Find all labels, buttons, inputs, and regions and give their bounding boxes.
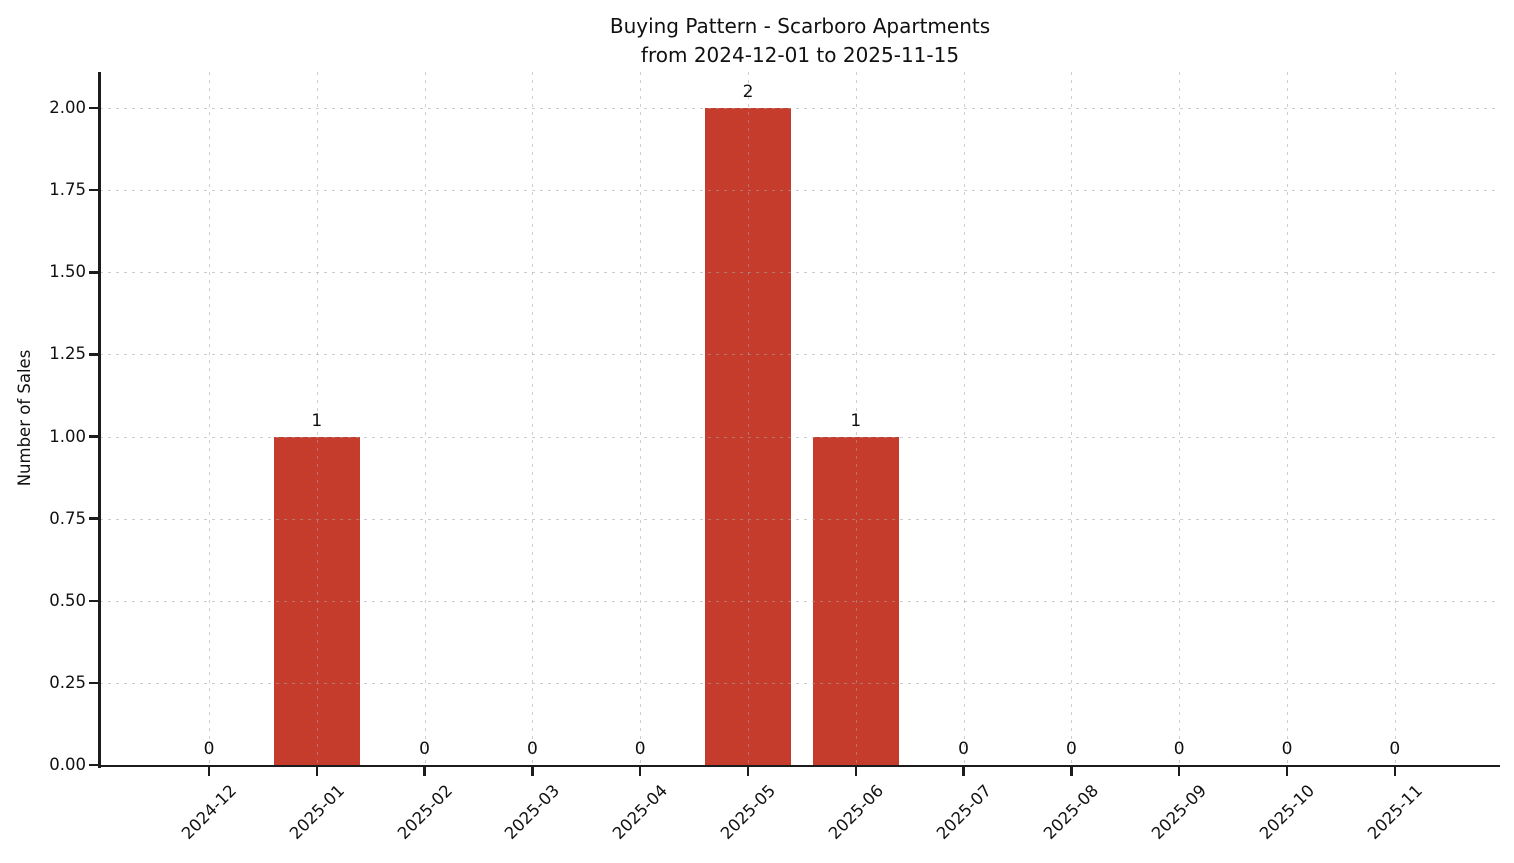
bar-value-label: 0 <box>203 739 215 759</box>
gridline-horizontal <box>100 354 1500 356</box>
x-tick-mark <box>638 767 642 776</box>
y-tick-mark <box>89 106 98 110</box>
gridline-vertical <box>963 72 965 765</box>
x-tick-label: 2025-07 <box>932 780 995 844</box>
x-tick-mark <box>1070 767 1073 776</box>
gridline-horizontal <box>100 190 1500 192</box>
bar-value-label: 2 <box>742 82 754 103</box>
x-tick-label: 2025-05 <box>716 780 780 844</box>
y-tick-label: 0.00 <box>49 755 86 774</box>
x-tick-mark <box>854 767 858 776</box>
gridline-horizontal <box>100 436 1500 438</box>
x-tick-label: 2025-08 <box>1040 780 1103 844</box>
x-tick-mark <box>207 767 211 776</box>
bar-value-label: 0 <box>1389 739 1401 759</box>
bar-value-label: 1 <box>311 410 323 431</box>
x-tick-label: 2024-12 <box>177 780 241 844</box>
x-tick-label: 2025-02 <box>393 780 456 844</box>
y-tick-label: 1.75 <box>49 180 86 200</box>
y-tick-label: 1.00 <box>49 426 86 446</box>
bar-value-label: 1 <box>850 410 862 431</box>
gridline-horizontal <box>100 272 1500 274</box>
y-tick-label: 0.75 <box>49 508 86 528</box>
x-tick-label: 2025-10 <box>1255 780 1319 844</box>
y-tick-mark <box>89 353 98 356</box>
gridline-vertical <box>1287 72 1288 765</box>
x-tick-label: 2025-09 <box>1148 780 1211 844</box>
gridline-horizontal <box>100 518 1500 520</box>
bar-value-label: 0 <box>958 739 969 759</box>
bar-value-label: 0 <box>526 739 538 759</box>
chart-title-line2: from 2024-12-01 to 2025-11-15 <box>640 43 960 67</box>
x-tick-mark <box>423 767 426 776</box>
x-tick-mark <box>1285 767 1289 776</box>
y-tick-mark <box>89 271 98 274</box>
x-axis-spine <box>100 764 1500 767</box>
y-tick-mark <box>89 188 98 192</box>
bar-value-label: 0 <box>634 739 646 759</box>
y-tick-label: 0.50 <box>49 590 86 610</box>
gridline-vertical <box>640 72 642 765</box>
gridline-horizontal <box>100 600 1500 602</box>
bar-value-label: 0 <box>1065 739 1077 759</box>
x-tick-label: 2025-01 <box>285 780 348 844</box>
y-tick-mark <box>89 763 98 767</box>
gridline-vertical <box>855 72 857 765</box>
x-tick-mark <box>315 767 319 776</box>
bar-value-label: 0 <box>419 739 430 759</box>
y-tick-mark <box>89 517 98 520</box>
y-tick-mark <box>89 435 98 438</box>
gridline-vertical <box>316 72 318 765</box>
gridline-horizontal <box>100 108 1500 110</box>
gridline-vertical <box>532 72 534 765</box>
x-tick-mark <box>746 767 750 776</box>
y-axis-spine <box>98 72 101 768</box>
bar-value-label: 0 <box>1173 739 1185 759</box>
x-tick-label: 2025-11 <box>1363 780 1426 844</box>
x-tick-mark <box>1177 767 1181 776</box>
chart-title: Buying Pattern - Scarboro Apartments fro… <box>100 12 1500 70</box>
x-tick-label: 2025-03 <box>501 780 564 844</box>
gridline-vertical <box>1394 72 1396 765</box>
y-tick-mark <box>89 681 98 685</box>
x-tick-mark <box>531 767 534 776</box>
chart-title-line1: Buying Pattern - Scarboro Apartments <box>609 14 991 38</box>
x-tick-label: 2025-04 <box>609 780 672 844</box>
x-tick-mark <box>962 767 965 776</box>
y-tick-label: 1.25 <box>49 344 86 364</box>
y-tick-label: 1.50 <box>49 262 86 282</box>
y-tick-label: 2.00 <box>49 98 86 118</box>
gridline-vertical <box>1179 72 1181 765</box>
gridline-vertical <box>748 72 749 765</box>
gridline-vertical <box>209 72 210 765</box>
gridline-horizontal <box>100 682 1500 684</box>
gridline-vertical <box>424 72 426 765</box>
y-tick-mark <box>89 599 98 603</box>
gridline-vertical <box>1071 72 1073 765</box>
x-tick-mark <box>1393 767 1397 776</box>
bar-value-label: 0 <box>1281 739 1293 759</box>
x-tick-label: 2025-06 <box>824 780 887 844</box>
y-tick-label: 0.25 <box>49 672 86 692</box>
